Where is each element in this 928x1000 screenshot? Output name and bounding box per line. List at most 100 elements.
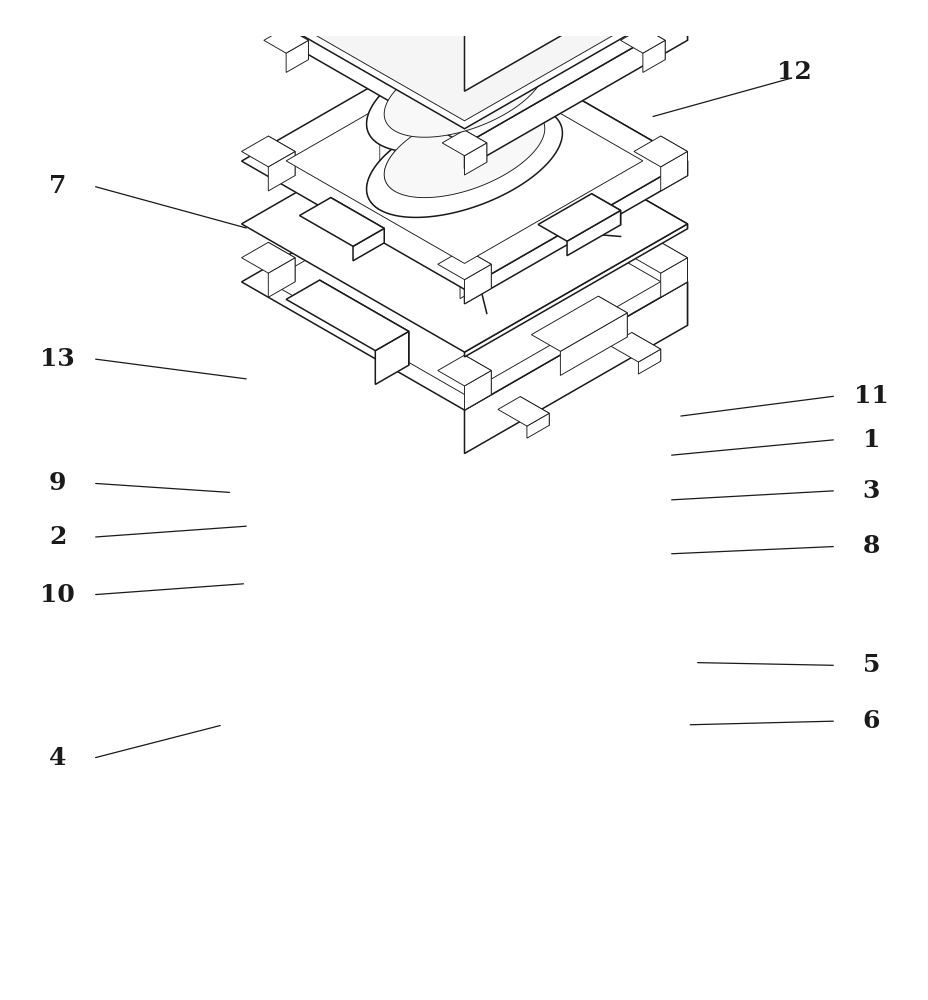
Polygon shape [281,0,647,121]
Text: 4: 4 [49,746,66,770]
Polygon shape [268,0,660,129]
Polygon shape [469,37,504,93]
Polygon shape [286,40,308,72]
Polygon shape [437,355,491,386]
Polygon shape [384,45,544,137]
Polygon shape [268,136,295,176]
Polygon shape [413,252,515,311]
Polygon shape [591,194,620,225]
Polygon shape [464,224,687,357]
Polygon shape [384,105,544,198]
Polygon shape [299,198,384,246]
Polygon shape [464,264,491,304]
Polygon shape [432,247,496,283]
Polygon shape [286,280,408,351]
Polygon shape [419,197,509,249]
Polygon shape [520,145,642,216]
Polygon shape [442,130,486,156]
Text: 11: 11 [853,384,888,408]
Polygon shape [609,333,660,362]
Polygon shape [464,33,687,176]
Text: 2: 2 [49,525,66,549]
Polygon shape [286,58,642,263]
Polygon shape [459,262,496,299]
Polygon shape [367,105,561,217]
Polygon shape [560,313,626,375]
Polygon shape [367,40,548,210]
Polygon shape [642,40,664,72]
Polygon shape [241,96,687,352]
Text: 13: 13 [40,347,75,371]
Polygon shape [431,262,497,300]
Polygon shape [464,0,687,91]
Polygon shape [437,249,491,280]
Text: 9: 9 [49,471,66,495]
Polygon shape [526,413,548,438]
Polygon shape [437,23,491,54]
Polygon shape [437,130,491,160]
Text: 12: 12 [776,60,811,84]
Polygon shape [631,333,660,361]
Polygon shape [464,161,687,304]
Polygon shape [286,28,308,60]
Polygon shape [375,331,408,384]
Polygon shape [241,242,295,273]
Polygon shape [638,349,660,374]
Polygon shape [241,136,295,167]
Polygon shape [497,397,548,426]
Polygon shape [464,130,486,162]
Polygon shape [264,28,308,53]
Polygon shape [464,143,486,175]
Text: 10: 10 [40,583,75,607]
Polygon shape [423,257,505,305]
Polygon shape [464,249,491,288]
Polygon shape [531,296,626,351]
Polygon shape [241,33,687,289]
Polygon shape [660,136,687,176]
Polygon shape [464,0,687,40]
Polygon shape [241,154,687,410]
Polygon shape [620,28,664,53]
Polygon shape [464,145,491,184]
Polygon shape [464,96,687,229]
Polygon shape [469,247,496,278]
Polygon shape [598,296,626,337]
Polygon shape [464,355,491,395]
Polygon shape [330,198,384,243]
Polygon shape [660,151,687,191]
Polygon shape [459,57,504,119]
Polygon shape [241,0,687,144]
Polygon shape [424,37,504,83]
Polygon shape [464,282,687,454]
Polygon shape [268,151,295,191]
Text: 7: 7 [49,174,66,198]
Polygon shape [566,210,620,256]
Text: 3: 3 [862,479,879,503]
Polygon shape [633,136,687,167]
Polygon shape [660,242,687,282]
Polygon shape [642,28,664,60]
Text: 1: 1 [862,428,879,452]
Polygon shape [464,371,491,410]
Polygon shape [464,130,491,169]
Text: 6: 6 [862,709,879,733]
Polygon shape [241,0,687,19]
Polygon shape [464,16,687,169]
Text: 5: 5 [862,653,879,677]
Polygon shape [268,242,295,282]
Polygon shape [660,258,687,297]
Polygon shape [319,280,408,365]
Polygon shape [537,194,620,241]
Polygon shape [353,228,384,261]
Polygon shape [464,39,491,78]
Polygon shape [633,242,687,273]
Text: 8: 8 [862,534,879,558]
Polygon shape [609,197,642,250]
Polygon shape [464,154,687,325]
Polygon shape [384,45,534,191]
Polygon shape [367,40,561,152]
Polygon shape [268,258,295,297]
Polygon shape [464,23,491,63]
Polygon shape [430,71,498,111]
Polygon shape [520,397,548,425]
